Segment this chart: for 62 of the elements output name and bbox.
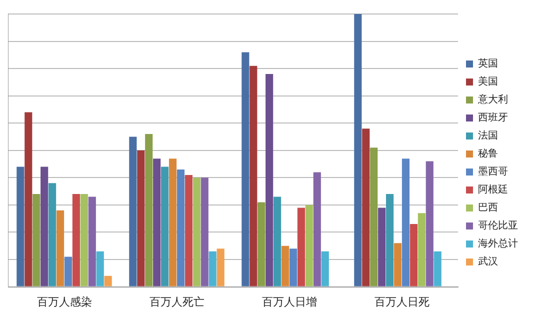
x-tick-label: 百万人日增 — [262, 295, 317, 308]
bar — [250, 66, 258, 286]
bar — [274, 196, 282, 286]
bar — [281, 246, 290, 286]
legend-label: 法国 — [478, 130, 498, 142]
legend-label: 巴西 — [478, 202, 498, 214]
x-tick-label: 百万人日死 — [374, 295, 430, 308]
x-tick-label: 百万人感染 — [36, 295, 92, 308]
bar — [354, 14, 362, 286]
bar — [153, 158, 161, 286]
bar — [32, 194, 40, 286]
legend-label: 意大利 — [477, 94, 508, 106]
bar — [426, 161, 434, 286]
legend-label: 英国 — [478, 58, 498, 70]
legend-label: 墨西哥 — [478, 166, 508, 178]
bar — [289, 248, 298, 286]
legend-label: 武汉 — [478, 256, 498, 268]
bar — [64, 256, 72, 286]
bar — [266, 74, 274, 286]
bar — [386, 194, 394, 286]
bar — [129, 136, 137, 286]
bar — [72, 194, 80, 286]
bar — [402, 158, 410, 286]
legend-label: 西班牙 — [478, 112, 508, 124]
bar — [418, 213, 426, 286]
bar — [208, 251, 216, 286]
legend-label: 秘鲁 — [478, 148, 498, 160]
bar — [168, 158, 177, 286]
bar — [104, 276, 112, 286]
bar — [394, 243, 402, 286]
bar — [297, 208, 305, 286]
bar — [313, 172, 321, 286]
bar — [145, 134, 153, 286]
bar — [184, 174, 192, 286]
legend-label: 海外总计 — [478, 238, 518, 250]
bar — [48, 183, 56, 286]
bar — [96, 251, 104, 286]
bar — [370, 148, 378, 286]
bar — [321, 251, 329, 286]
bar — [200, 178, 208, 286]
bar — [16, 166, 24, 286]
bar — [434, 251, 442, 286]
bar — [88, 196, 96, 286]
bar — [56, 210, 64, 286]
legend-label: 美国 — [478, 76, 498, 88]
bar — [24, 112, 32, 286]
legend-label: 阿根廷 — [478, 184, 508, 196]
x-tick-label: 百万人死亡 — [149, 295, 204, 308]
bar — [192, 178, 200, 286]
bar — [80, 194, 88, 286]
bar — [305, 204, 313, 286]
bar — [378, 208, 386, 286]
bar — [362, 128, 370, 286]
bar — [216, 248, 224, 286]
bar — [40, 166, 48, 286]
bar — [137, 150, 145, 286]
bar — [258, 202, 266, 286]
bar — [161, 166, 169, 286]
legend-label: 哥伦比亚 — [478, 220, 518, 232]
bar — [176, 169, 185, 286]
bar — [410, 224, 418, 286]
bar — [242, 52, 250, 286]
